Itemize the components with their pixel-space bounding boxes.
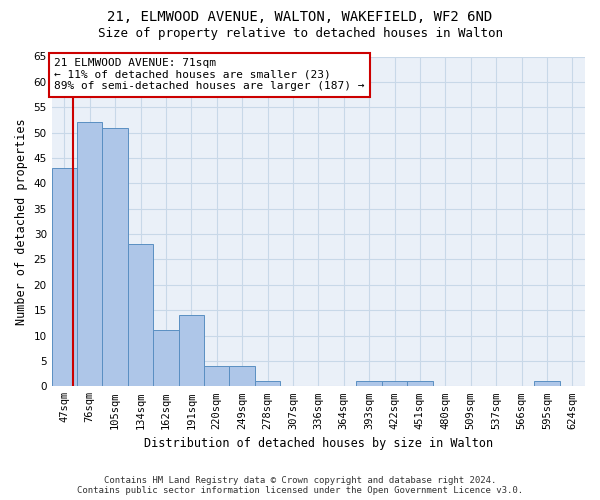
Bar [128,244,153,386]
Bar [382,381,407,386]
Bar [407,381,433,386]
Bar [52,168,77,386]
Bar [255,381,280,386]
Text: 21 ELMWOOD AVENUE: 71sqm
← 11% of detached houses are smaller (23)
89% of semi-d: 21 ELMWOOD AVENUE: 71sqm ← 11% of detach… [55,58,365,92]
Bar [77,122,103,386]
Bar [179,316,204,386]
Bar [204,366,229,386]
Text: Contains HM Land Registry data © Crown copyright and database right 2024.
Contai: Contains HM Land Registry data © Crown c… [77,476,523,495]
Bar [534,381,560,386]
X-axis label: Distribution of detached houses by size in Walton: Distribution of detached houses by size … [144,437,493,450]
Text: 21, ELMWOOD AVENUE, WALTON, WAKEFIELD, WF2 6ND: 21, ELMWOOD AVENUE, WALTON, WAKEFIELD, W… [107,10,493,24]
Bar [229,366,255,386]
Y-axis label: Number of detached properties: Number of detached properties [15,118,28,324]
Text: Size of property relative to detached houses in Walton: Size of property relative to detached ho… [97,28,503,40]
Bar [356,381,382,386]
Bar [103,128,128,386]
Bar [153,330,179,386]
